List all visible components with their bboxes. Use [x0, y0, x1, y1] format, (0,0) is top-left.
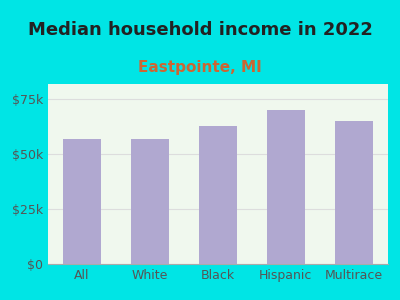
Bar: [199, 126, 237, 264]
Bar: [131, 139, 169, 264]
Bar: [335, 121, 372, 264]
Bar: [64, 139, 101, 264]
Text: Eastpointe, MI: Eastpointe, MI: [138, 60, 262, 75]
Bar: [267, 110, 305, 264]
Text: Median household income in 2022: Median household income in 2022: [28, 21, 372, 39]
